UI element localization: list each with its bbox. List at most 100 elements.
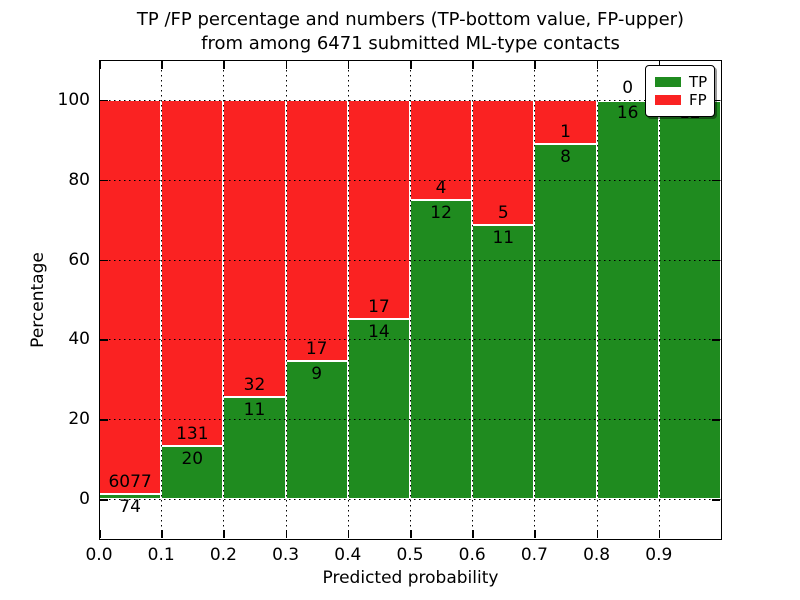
- legend: TP FP: [645, 65, 715, 117]
- legend-item-tp: TP: [655, 73, 708, 91]
- x-tick-label-0.3: 0.3: [272, 545, 300, 565]
- bar-segment-fp-2: [223, 99, 286, 397]
- fp-count-label-8: 0: [622, 77, 634, 98]
- y-tick-left-20: [100, 419, 108, 421]
- x-tick-bottom-0.2: [223, 530, 225, 538]
- fp-count-label-2: 32: [243, 374, 266, 395]
- tp-count-label-1: 20: [181, 449, 204, 470]
- fp-count-label-6: 5: [497, 202, 509, 223]
- y-tick-label-40: 40: [68, 329, 90, 350]
- x-gridline-0.7: [534, 60, 536, 539]
- bar-segment-tp-8: [596, 99, 659, 500]
- x-tick-label-0.0: 0.0: [85, 545, 113, 565]
- x-tick-top-0.4: [347, 61, 350, 69]
- chart-title: TP /FP percentage and numbers (TP-bottom…: [99, 8, 722, 56]
- x-gridline-0.5: [410, 60, 411, 539]
- y-tick-right-100: [712, 99, 720, 102]
- y-tick-right-60: [712, 259, 720, 262]
- x-gridline-0.4: [347, 60, 349, 539]
- x-tick-bottom-0.0: [99, 530, 101, 538]
- fp-count-label-4: 17: [368, 296, 390, 317]
- y-tick-label-20: 20: [68, 409, 90, 430]
- x-tick-label-0.7: 0.7: [520, 545, 548, 565]
- x-tick-label-0.1: 0.1: [147, 545, 175, 565]
- y-tick-label-80: 80: [68, 169, 90, 190]
- tp-count-label-7: 8: [560, 147, 571, 168]
- bar-segment-fp-5: [410, 99, 473, 200]
- x-tick-top-0.0: [99, 61, 101, 69]
- y-tick-left-100: [100, 99, 108, 102]
- y-tick-left-80: [100, 179, 108, 182]
- x-tick-top-0.2: [223, 61, 225, 69]
- tp-count-label-0: 74: [119, 497, 141, 518]
- x-tick-top-0.8: [596, 61, 599, 69]
- y-tick-right-20: [712, 419, 720, 421]
- y-tick-label-100: 100: [57, 89, 90, 110]
- x-tick-bottom-0.8: [596, 530, 599, 538]
- bar-segment-tp-9: [658, 99, 721, 500]
- x-tick-bottom-0.7: [534, 530, 536, 538]
- bar-segment-tp-2: [223, 396, 286, 500]
- x-tick-top-0.1: [161, 61, 163, 69]
- x-tick-label-0.2: 0.2: [209, 545, 237, 565]
- bar-segment-fp-6: [472, 99, 535, 225]
- tp-count-label-2: 11: [243, 399, 266, 420]
- x-tick-label-0.8: 0.8: [583, 545, 611, 565]
- tp-color-swatch: [655, 77, 681, 87]
- y-tick-right-40: [712, 339, 720, 341]
- x-tick-label-0.5: 0.5: [396, 545, 424, 565]
- x-gridline-0.9: [658, 60, 660, 539]
- x-tick-top-0.3: [285, 61, 288, 69]
- x-gridline-0.6: [472, 60, 474, 539]
- bar-segment-tp-6: [472, 224, 535, 500]
- legend-item-fp: FP: [655, 91, 707, 109]
- fp-count-label-5: 4: [435, 177, 447, 198]
- legend-label-tp: TP: [689, 73, 708, 91]
- x-axis-label: Predicted probability: [322, 568, 499, 588]
- fp-count-label-1: 131: [176, 424, 209, 445]
- y-tick-right-0: [712, 499, 720, 501]
- x-gridline-0.3: [285, 60, 287, 539]
- bar-segment-tp-7: [534, 144, 597, 500]
- x-tick-bottom-0.3: [285, 530, 288, 538]
- x-gridline-0.8: [596, 60, 598, 539]
- x-tick-bottom-0.1: [161, 530, 163, 538]
- fp-count-label-7: 1: [560, 122, 571, 143]
- legend-label-fp: FP: [689, 91, 707, 109]
- y-tick-left-40: [100, 339, 108, 341]
- tp-count-label-4: 14: [368, 321, 390, 342]
- y-tick-label-60: 60: [68, 249, 90, 270]
- x-tick-top-0.7: [534, 61, 536, 69]
- tp-count-label-3: 9: [311, 363, 323, 384]
- y-tick-label-0: 0: [79, 489, 90, 510]
- x-gridline-0.2: [223, 60, 225, 539]
- x-tick-bottom-0.5: [410, 530, 412, 538]
- x-tick-label-0.9: 0.9: [645, 545, 673, 565]
- bar-segment-fp-0: [99, 99, 162, 495]
- bar-segment-fp-4: [347, 99, 410, 319]
- x-gridline-0.1: [161, 60, 163, 539]
- y-tick-right-80: [712, 179, 720, 182]
- x-tick-top-0.6: [472, 61, 474, 69]
- tp-count-label-8: 16: [616, 102, 639, 123]
- bar-segment-tp-5: [410, 199, 473, 500]
- y-axis-label: Percentage: [28, 252, 48, 348]
- chart-title-line2: from among 6471 submitted ML-type contac…: [201, 33, 620, 54]
- x-tick-label-0.6: 0.6: [458, 545, 486, 565]
- y-tick-left-0: [100, 499, 108, 501]
- bar-segment-fp-1: [161, 99, 224, 447]
- x-tick-bottom-0.9: [658, 530, 661, 538]
- x-tick-top-0.5: [410, 61, 412, 69]
- fp-count-label-3: 17: [305, 338, 328, 359]
- y-tick-left-60: [100, 259, 108, 262]
- chart-title-line1: TP /FP percentage and numbers (TP-bottom…: [136, 9, 685, 30]
- fp-count-label-0: 6077: [108, 472, 152, 493]
- bar-segment-tp-4: [347, 318, 410, 500]
- fp-color-swatch: [655, 95, 681, 105]
- bar-segment-fp-3: [285, 99, 348, 361]
- tp-count-label-5: 12: [430, 202, 452, 223]
- bar-segment-fp-7: [534, 99, 597, 145]
- x-tick-bottom-0.4: [347, 530, 350, 538]
- x-tick-label-0.4: 0.4: [334, 545, 362, 565]
